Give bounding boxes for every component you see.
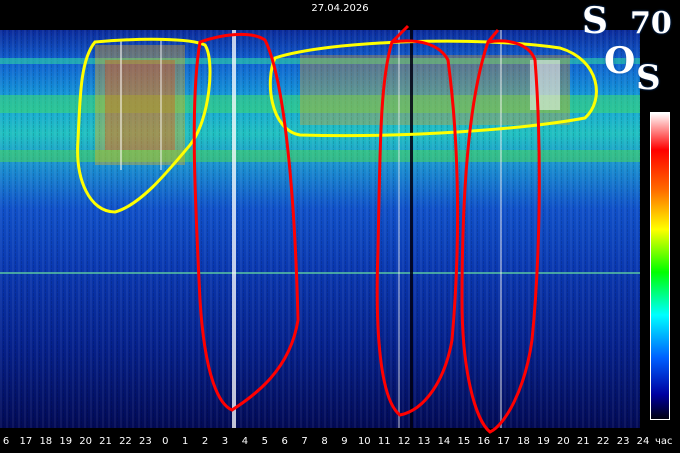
red-annotation-2 <box>375 24 460 417</box>
color-scale-bar <box>650 112 670 420</box>
hour-tick-label: 18 <box>517 436 530 447</box>
hour-tick-label: 15 <box>457 436 471 447</box>
hour-tick-label: 1 <box>181 436 189 447</box>
hour-tick-label: 17 <box>497 436 511 447</box>
hour-tick-label: 16 <box>477 436 491 447</box>
hour-tick-label: 17 <box>19 436 33 447</box>
logo-number: 70 <box>630 6 672 41</box>
hour-tick-label: 20 <box>557 436 570 447</box>
date-label: 27.04.2026 <box>311 3 369 14</box>
yellow-annotation-right <box>268 39 598 138</box>
red-annotation-3 <box>460 29 541 434</box>
red-annotation-1 <box>192 32 300 412</box>
hour-tick-label: 6 <box>281 436 288 447</box>
hour-tick-label: 21 <box>576 436 590 447</box>
logo-letter-o: O <box>604 40 636 82</box>
hour-tick-label: 23 <box>616 436 630 447</box>
hour-tick-label: 18 <box>39 436 53 447</box>
hour-tick-label: 14 <box>437 436 451 447</box>
spectrogram-image <box>0 30 640 428</box>
hour-tick-label: 0 <box>162 436 169 447</box>
hour-tick-label: 13 <box>417 436 431 447</box>
hour-tick-label: 6 <box>2 436 10 447</box>
hour-tick-label: 7 <box>301 436 308 447</box>
axis-unit-label: час <box>655 436 673 447</box>
logo-letter-s-top: S <box>582 0 608 42</box>
hour-tick-label: 4 <box>241 436 249 447</box>
hour-tick-label: 19 <box>537 436 550 447</box>
hour-tick-label: 20 <box>79 436 92 447</box>
logo-letter-s-bottom: S <box>636 58 661 98</box>
sos70-logo: S O S 70 <box>578 0 680 100</box>
hour-tick-label: 2 <box>201 436 209 447</box>
hour-tick-label: 5 <box>261 436 268 447</box>
hour-tick-label: 19 <box>59 436 73 447</box>
hour-tick-label: 8 <box>321 436 328 447</box>
hour-tick-label: 12 <box>397 436 411 447</box>
hour-tick-label: 10 <box>357 436 371 447</box>
hour-tick-label: 9 <box>341 436 348 447</box>
hour-tick-label: 11 <box>377 436 391 447</box>
hour-tick-label: 21 <box>99 436 112 447</box>
hour-tick-label: 23 <box>138 436 152 447</box>
hour-tick-label: 24 <box>636 436 650 447</box>
hour-tick-label: 22 <box>119 436 132 447</box>
hour-tick-label: 3 <box>221 436 229 447</box>
hour-tick-label: 22 <box>596 436 610 447</box>
